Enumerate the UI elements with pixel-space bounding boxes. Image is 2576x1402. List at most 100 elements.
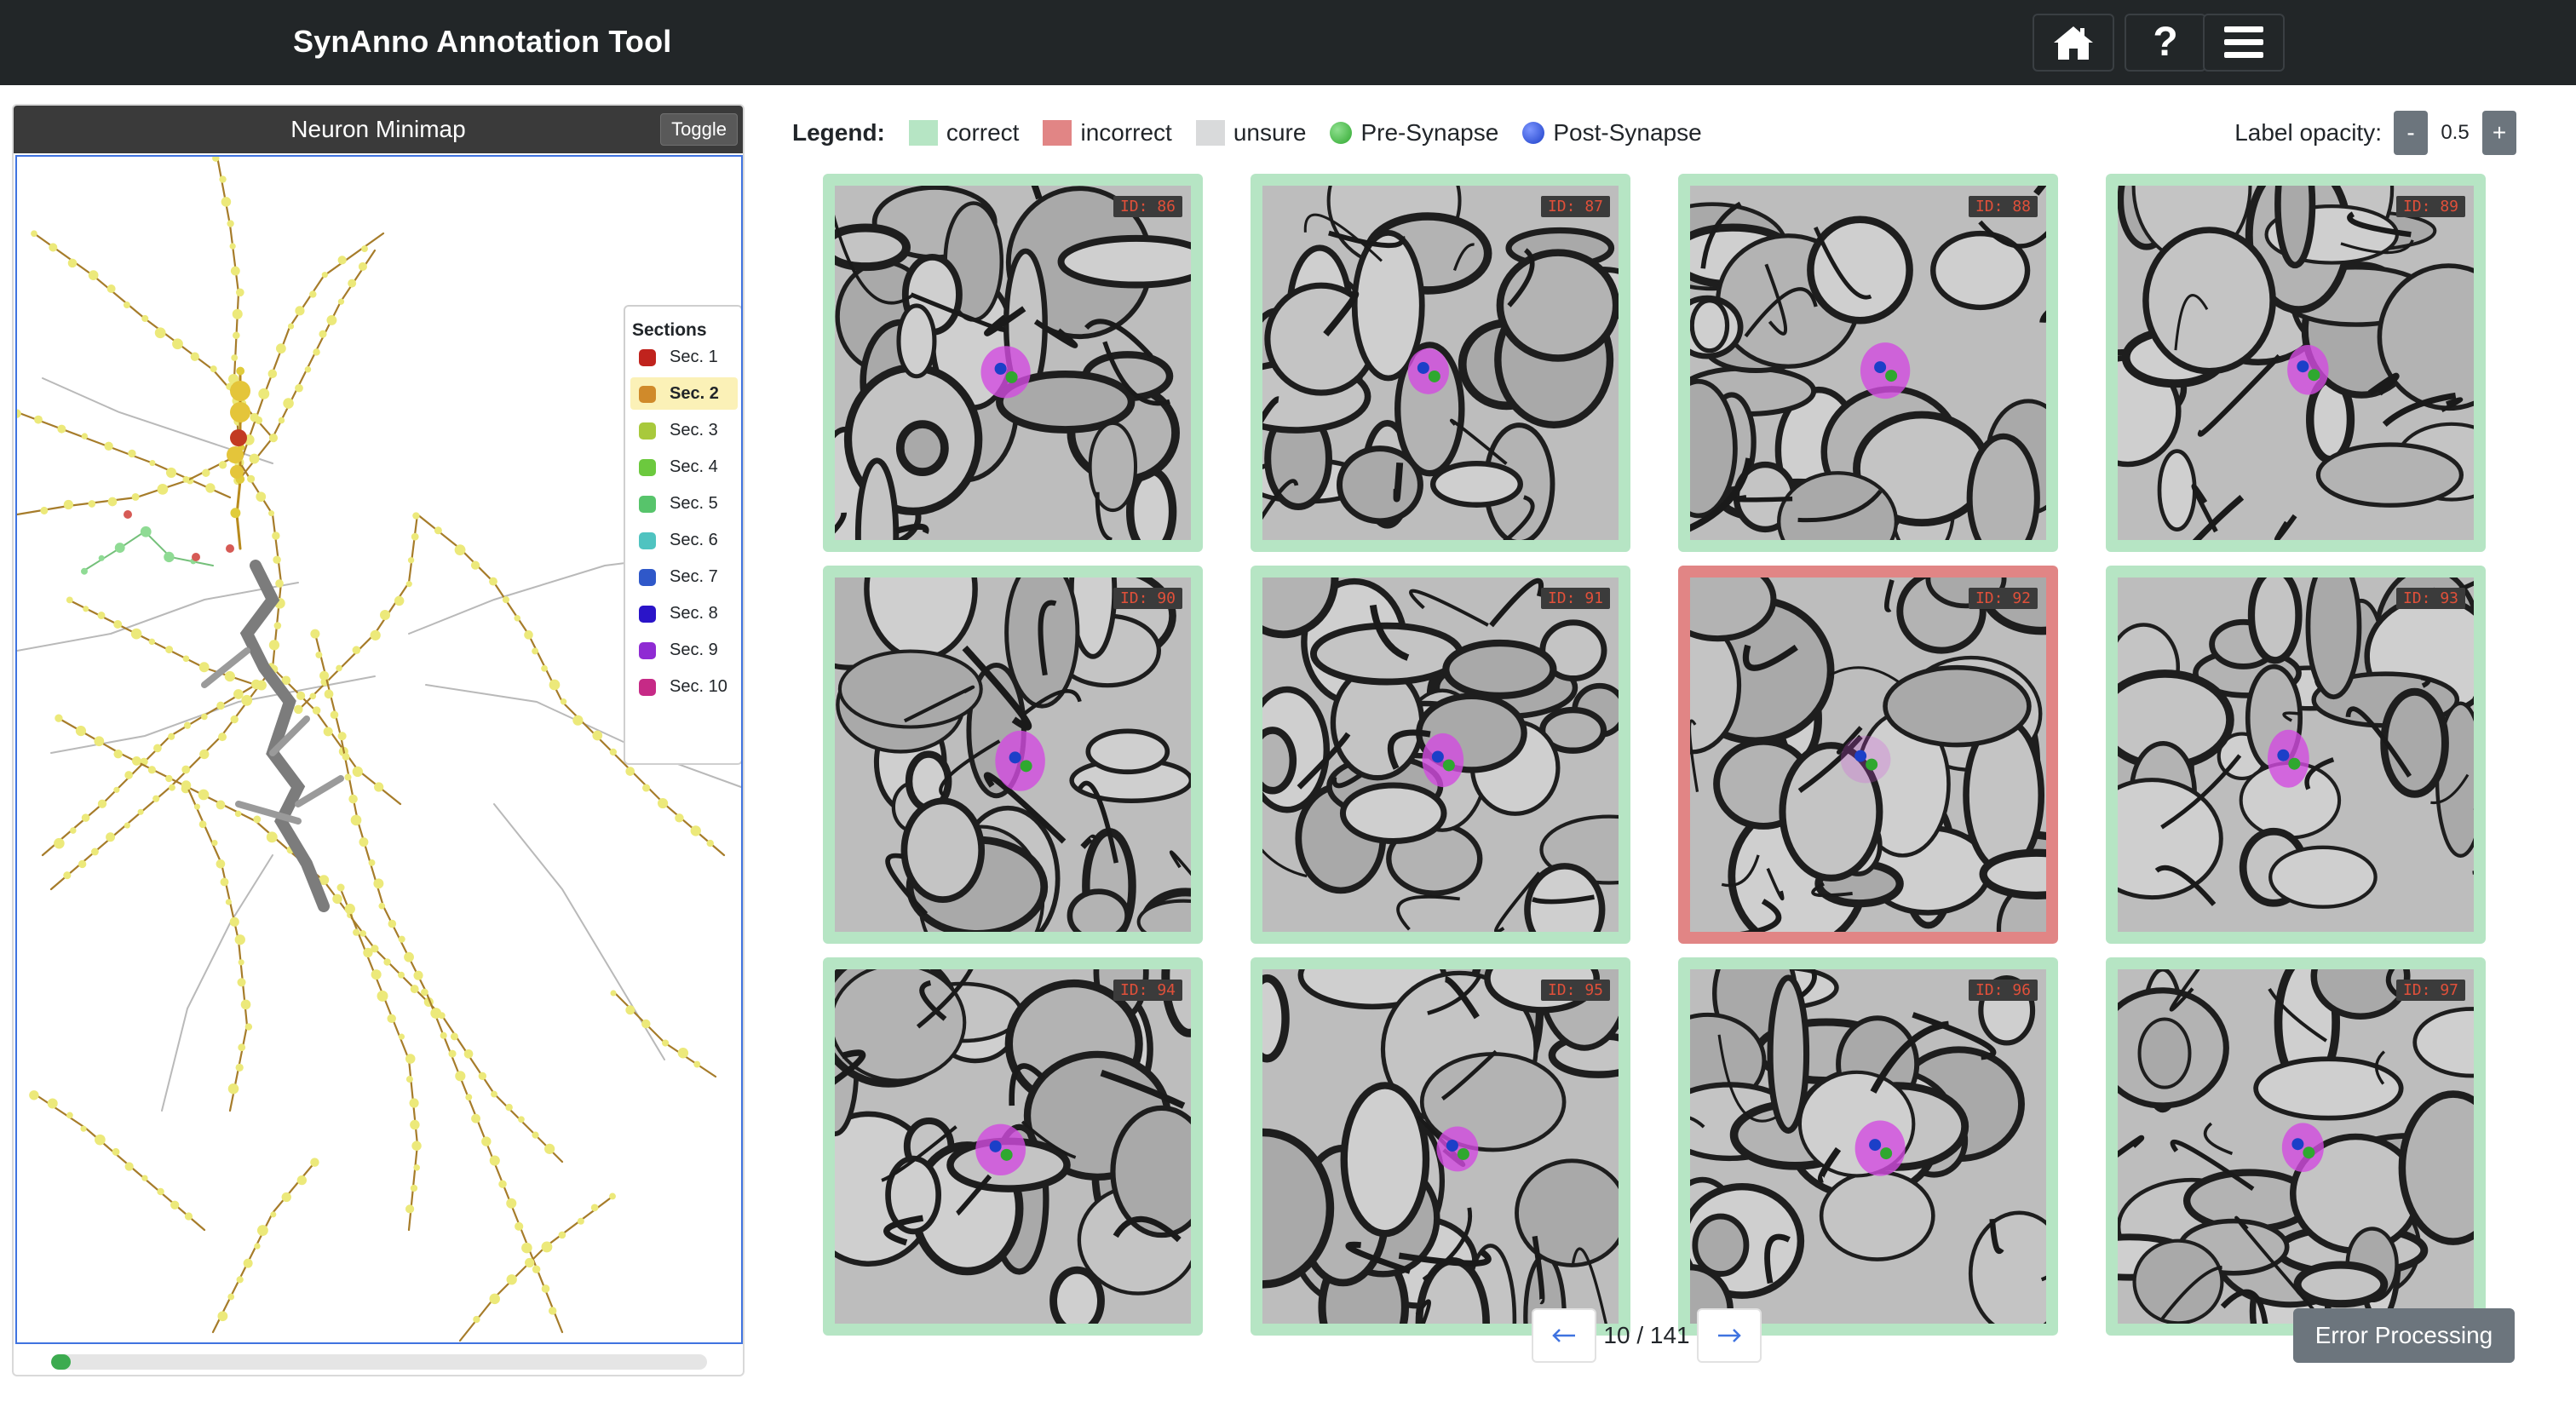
page-info: 10 / 141 [1603, 1322, 1690, 1348]
synapse-card[interactable]: ID: 88 [1678, 174, 2058, 552]
section-label: Sec. 4 [670, 457, 718, 476]
section-item-10[interactable]: Sec. 10 [630, 670, 738, 703]
section-label: Sec. 3 [670, 421, 718, 440]
section-label: Sec. 5 [670, 494, 718, 513]
synapse-card[interactable]: ID: 93 [2106, 566, 2486, 944]
synapse-card[interactable]: ID: 95 [1251, 957, 1630, 1336]
error-processing-button[interactable]: Error Processing [2293, 1308, 2515, 1363]
synapse-card[interactable]: ID: 91 [1251, 566, 1630, 944]
legend-post-synapse: Post-Synapse [1522, 119, 1702, 147]
question-mark-icon: ? [2153, 20, 2178, 65]
hamburger-menu-icon [2224, 26, 2263, 58]
post-synapse-dot-icon [1522, 122, 1545, 144]
legend-pre-synapse: Pre-Synapse [1330, 119, 1498, 147]
synapse-card[interactable]: ID: 92 [1678, 566, 2058, 944]
section-item-8[interactable]: Sec. 8 [630, 597, 738, 629]
pagination: 10 / 141 [1532, 1308, 1762, 1363]
minimap-header: Neuron Minimap Toggle [14, 106, 743, 153]
synapse-id-badge: ID: 86 [1113, 196, 1182, 217]
em-image: ID: 94 [835, 969, 1191, 1324]
next-page-button[interactable] [1697, 1308, 1762, 1363]
synapse-id-badge: ID: 94 [1113, 980, 1182, 1001]
em-image: ID: 91 [1262, 577, 1619, 932]
legend-post-label: Post-Synapse [1553, 119, 1702, 146]
synapse-card[interactable]: ID: 86 [823, 174, 1203, 552]
section-label: Sec. 2 [670, 384, 719, 403]
section-color-dot-icon [639, 386, 656, 403]
legend-incorrect-label: incorrect [1080, 119, 1172, 146]
synapse-id-badge: ID: 91 [1540, 588, 1610, 609]
app-title[interactable]: SynAnno Annotation Tool [293, 24, 672, 59]
em-image: ID: 88 [1690, 186, 2046, 540]
section-label: Sec. 6 [670, 531, 718, 549]
em-image: ID: 93 [2118, 577, 2474, 932]
section-label: Sec. 8 [670, 604, 718, 623]
legend-correct-label: correct [946, 119, 1020, 146]
synapse-card[interactable]: ID: 89 [2106, 174, 2486, 552]
pre-synapse-dot-icon [1330, 122, 1353, 144]
neuron-3d-view[interactable]: Sections Sec. 1 Sec. 2 Sec. 3 Sec. 4 Sec. 5 S… [15, 155, 743, 1344]
section-item-7[interactable]: Sec. 7 [630, 560, 738, 593]
section-label: Sec. 10 [670, 677, 727, 696]
neuron-skeleton [17, 157, 741, 1342]
em-image: ID: 90 [835, 577, 1191, 932]
home-button[interactable] [2033, 14, 2114, 72]
synapse-id-badge: ID: 87 [1540, 196, 1610, 217]
opacity-decrease-button[interactable]: - [2394, 111, 2428, 155]
section-color-dot-icon [639, 606, 656, 623]
section-item-6[interactable]: Sec. 6 [630, 524, 738, 556]
synapse-card[interactable]: ID: 90 [823, 566, 1203, 944]
synapse-card[interactable]: ID: 97 [2106, 957, 2486, 1336]
unsure-swatch [1195, 120, 1225, 146]
top-navbar: SynAnno Annotation Tool ? [0, 0, 2576, 85]
section-color-dot-icon [639, 349, 656, 366]
section-label: Sec. 7 [670, 567, 718, 586]
sections-legend: Sections Sec. 1 Sec. 2 Sec. 3 Sec. 4 Sec. 5 S… [624, 305, 741, 765]
legend-incorrect: incorrect [1043, 119, 1172, 147]
sections-title: Sections [632, 320, 707, 340]
synapse-id-badge: ID: 89 [2395, 196, 2465, 217]
help-button[interactable]: ? [2125, 14, 2206, 72]
section-color-dot-icon [639, 459, 656, 476]
previous-page-button[interactable] [1532, 1308, 1596, 1363]
correct-swatch [908, 120, 938, 146]
menu-button[interactable] [2203, 14, 2285, 72]
opacity-label: Label opacity: [2234, 119, 2382, 146]
synapse-id-badge: ID: 92 [1968, 588, 2038, 609]
arrow-right-icon [1718, 1329, 1741, 1342]
section-item-9[interactable]: Sec. 9 [630, 634, 738, 666]
label-opacity-control: Label opacity: - 0.5 + [2234, 111, 2516, 155]
opacity-value: 0.5 [2441, 121, 2470, 144]
em-image: ID: 95 [1262, 969, 1619, 1324]
minimap-title: Neuron Minimap [290, 116, 466, 142]
em-image: ID: 86 [835, 186, 1191, 540]
section-color-dot-icon [639, 679, 656, 696]
section-item-2[interactable]: Sec. 2 [630, 377, 738, 410]
section-color-dot-icon [639, 422, 656, 440]
synapse-id-badge: ID: 96 [1968, 980, 2038, 1001]
section-color-dot-icon [639, 569, 656, 586]
em-image: ID: 92 [1690, 577, 2046, 932]
em-image: ID: 89 [2118, 186, 2474, 540]
legend-pre-label: Pre-Synapse [1360, 119, 1499, 146]
legend-title: Legend: [792, 119, 885, 146]
section-label: Sec. 1 [670, 348, 718, 366]
synapse-id-badge: ID: 90 [1113, 588, 1182, 609]
section-item-4[interactable]: Sec. 4 [630, 451, 738, 483]
legend-unsure-label: unsure [1233, 119, 1307, 146]
section-item-5[interactable]: Sec. 5 [630, 487, 738, 520]
section-item-1[interactable]: Sec. 1 [630, 341, 738, 373]
synapse-card[interactable]: ID: 94 [823, 957, 1203, 1336]
em-image: ID: 97 [2118, 969, 2474, 1324]
legend-unsure: unsure [1195, 119, 1307, 147]
neuron-minimap-panel: Neuron Minimap Toggle Sections Sec. 1 Sec… [12, 104, 745, 1376]
synapse-card[interactable]: ID: 87 [1251, 174, 1630, 552]
section-label: Sec. 9 [670, 641, 718, 659]
opacity-increase-button[interactable]: + [2482, 111, 2516, 155]
arrow-left-icon [1552, 1329, 1575, 1342]
minimap-toggle-button[interactable]: Toggle [660, 113, 738, 146]
section-color-dot-icon [639, 642, 656, 659]
synapse-card[interactable]: ID: 96 [1678, 957, 2058, 1336]
em-image: ID: 96 [1690, 969, 2046, 1324]
section-item-3[interactable]: Sec. 3 [630, 414, 738, 446]
